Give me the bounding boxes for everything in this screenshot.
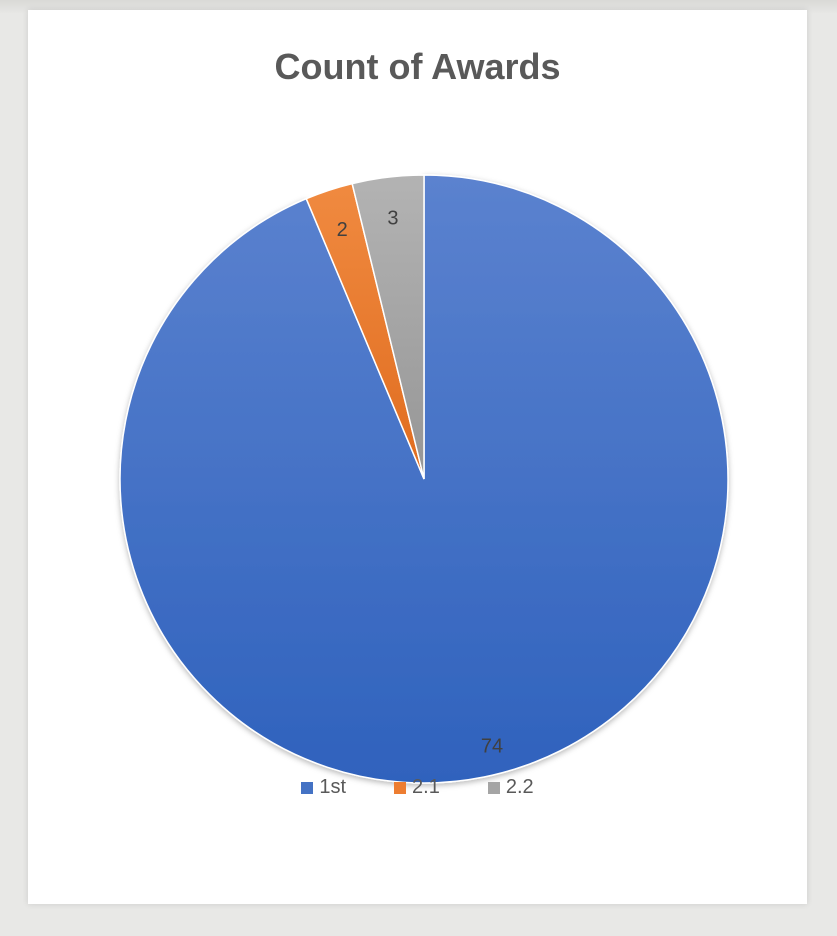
data-label-2-1: 2 <box>337 219 348 241</box>
legend-label-2-1: 2.1 <box>412 776 440 798</box>
pie-slice-2-2[interactable] <box>351 174 425 480</box>
legend-swatch-2-2 <box>487 781 500 794</box>
legend-item-2-1[interactable]: 2.1 <box>394 776 440 799</box>
legend-swatch-1st <box>301 781 314 794</box>
chart-area[interactable]: Count of Awards 74 2 3 1st <box>28 10 807 904</box>
pie-chart: 74 2 3 <box>119 174 729 784</box>
pie-data-labels: 74 2 3 <box>337 208 503 758</box>
chart-title: Count of Awards <box>274 46 561 87</box>
chart-legend: 1st 2.1 2.2 <box>28 776 807 799</box>
legend-item-1st[interactable]: 1st <box>301 776 346 799</box>
legend-label-1st: 1st <box>319 776 347 798</box>
legend-item-2-2[interactable]: 2.2 <box>487 776 534 799</box>
data-label-1st: 74 <box>481 735 503 757</box>
data-label-2-2: 3 <box>387 208 398 230</box>
legend-swatch-2-1 <box>394 781 407 794</box>
legend-label-2-2: 2.2 <box>505 776 534 798</box>
pie-slices <box>119 174 729 784</box>
